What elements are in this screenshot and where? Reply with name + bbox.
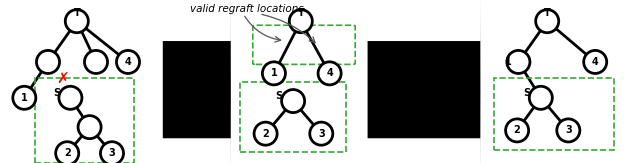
Ellipse shape [584,50,607,74]
Ellipse shape [507,50,530,74]
Text: 3: 3 [565,125,572,135]
Text: 2: 2 [64,148,70,158]
Ellipse shape [282,89,305,113]
Text: 1: 1 [271,68,277,78]
Text: 2: 2 [262,129,269,139]
Text: S: S [52,88,60,98]
Text: ✗: ✗ [56,72,68,87]
Ellipse shape [536,10,559,33]
Text: Regraft: Regraft [401,52,447,65]
Ellipse shape [318,62,341,85]
Text: 1: 1 [506,57,512,67]
Ellipse shape [13,86,36,109]
Ellipse shape [116,50,140,74]
Ellipse shape [36,50,60,74]
Text: S: S [523,88,531,98]
Ellipse shape [262,62,285,85]
Ellipse shape [506,119,529,142]
Ellipse shape [78,116,101,139]
Text: 1: 1 [21,93,28,103]
Text: valid regraft locations: valid regraft locations [189,4,303,14]
Text: T: T [544,8,550,18]
Ellipse shape [65,10,88,33]
Ellipse shape [56,142,79,163]
Text: T: T [74,8,80,18]
Text: S: S [275,91,283,101]
Ellipse shape [529,86,552,109]
Text: 2: 2 [514,125,520,135]
Ellipse shape [100,142,124,163]
Text: 3: 3 [318,129,324,139]
Ellipse shape [84,50,108,74]
Text: Prune: Prune [179,52,215,65]
Text: 4: 4 [326,68,333,78]
Text: T: T [298,8,304,18]
Ellipse shape [557,119,580,142]
Ellipse shape [310,122,333,145]
Ellipse shape [59,86,82,109]
Ellipse shape [254,122,277,145]
Text: 4: 4 [125,57,131,67]
Text: 4: 4 [592,57,598,67]
Text: 3: 3 [109,148,115,158]
Ellipse shape [289,10,312,33]
